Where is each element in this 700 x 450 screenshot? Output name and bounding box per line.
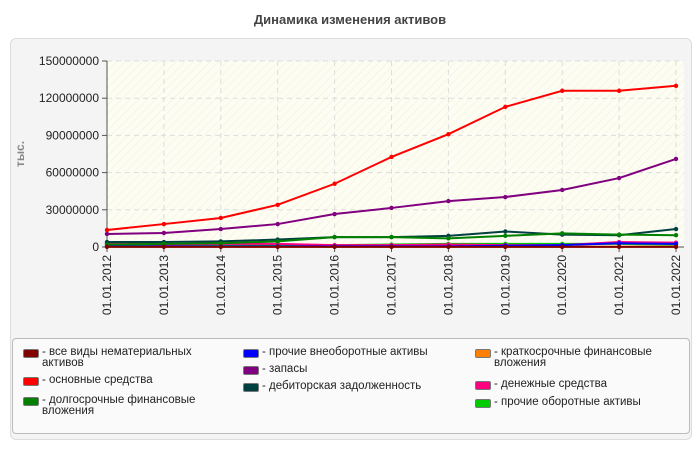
data-point bbox=[560, 88, 565, 93]
data-point bbox=[616, 232, 622, 237]
data-point bbox=[104, 244, 110, 250]
data-point bbox=[616, 241, 622, 246]
legend-swatch bbox=[23, 349, 39, 358]
legend-item[interactable]: - дебиторская задолженность bbox=[243, 380, 448, 392]
legend-item[interactable]: - прочие оборотные активы bbox=[475, 396, 680, 408]
legend-swatch bbox=[475, 381, 491, 390]
legend-label: - все виды нематериальных активов bbox=[42, 346, 192, 369]
data-point bbox=[503, 233, 508, 239]
data-point bbox=[332, 211, 337, 217]
y-tick-label: 0 bbox=[92, 240, 99, 254]
data-point bbox=[503, 104, 508, 110]
legend-label: - запасы bbox=[262, 363, 308, 375]
data-point bbox=[104, 231, 110, 237]
legend-swatch bbox=[243, 349, 259, 358]
legend-item[interactable]: - денежные средства bbox=[475, 378, 680, 390]
y-tick-label: 60000000 bbox=[46, 166, 100, 180]
legend-item[interactable]: - краткосрочные финансовые вложения bbox=[475, 346, 680, 369]
x-tick-label: 01.01.2020 bbox=[555, 255, 569, 315]
plot-area bbox=[107, 61, 684, 247]
data-point bbox=[104, 227, 110, 233]
data-point bbox=[446, 244, 451, 250]
data-point bbox=[446, 131, 451, 137]
data-point bbox=[218, 241, 223, 246]
y-tick-label: 150000000 bbox=[39, 54, 99, 68]
data-point bbox=[673, 244, 679, 250]
data-point bbox=[218, 244, 223, 250]
legend-label: - денежные средства bbox=[494, 378, 608, 390]
data-point bbox=[275, 239, 280, 244]
data-point bbox=[673, 83, 679, 89]
legend-swatch bbox=[243, 383, 259, 392]
x-tick-label: 01.01.2022 bbox=[669, 255, 683, 315]
data-point bbox=[275, 221, 280, 227]
data-point bbox=[616, 88, 622, 93]
y-axis-label: тыс. bbox=[13, 141, 27, 167]
data-point bbox=[673, 226, 679, 232]
legend-label: - дебиторская задолженность bbox=[262, 380, 422, 392]
legend-swatch bbox=[475, 349, 491, 358]
x-tick-label: 01.01.2015 bbox=[271, 255, 285, 315]
x-tick-label: 01.01.2013 bbox=[157, 255, 171, 315]
data-point bbox=[503, 244, 508, 250]
legend-label: - основные средства bbox=[42, 374, 153, 386]
data-point bbox=[560, 244, 565, 250]
x-tick-label: 01.01.2014 bbox=[214, 255, 228, 315]
data-point bbox=[161, 221, 167, 227]
data-point bbox=[332, 181, 337, 186]
y-tick-label: 90000000 bbox=[46, 128, 100, 142]
data-point bbox=[332, 244, 337, 250]
data-point bbox=[503, 229, 508, 234]
legend-swatch bbox=[475, 399, 491, 408]
legend-label: - краткосрочные финансовые вложения bbox=[494, 346, 652, 369]
x-tick-label: 01.01.2012 bbox=[100, 255, 114, 315]
data-point bbox=[389, 205, 394, 211]
legend-label: - прочие внеоборотные активы bbox=[262, 346, 428, 358]
data-point bbox=[389, 244, 394, 250]
legend-swatch bbox=[243, 366, 259, 375]
legend-item[interactable]: - запасы bbox=[243, 363, 448, 375]
legend-item[interactable]: - основные средства bbox=[23, 374, 228, 386]
y-tick-label: 30000000 bbox=[46, 203, 100, 217]
data-point bbox=[218, 226, 223, 232]
data-point bbox=[218, 215, 223, 221]
data-point bbox=[275, 202, 280, 208]
legend-item[interactable]: - долгосрочные финансовые вложения bbox=[23, 394, 228, 417]
x-tick-label: 01.01.2018 bbox=[441, 255, 455, 315]
data-point bbox=[389, 154, 394, 160]
legend-swatch bbox=[23, 397, 39, 406]
x-tick-label: 01.01.2021 bbox=[612, 255, 626, 315]
data-point bbox=[616, 175, 622, 181]
data-point bbox=[673, 156, 679, 162]
legend-label: - долгосрочные финансовые вложения bbox=[42, 394, 196, 417]
legend: - все виды нематериальных активов - основ… bbox=[12, 338, 690, 434]
chart-title: Динамика изменения активов bbox=[253, 12, 447, 27]
data-point bbox=[161, 230, 167, 236]
legend-item[interactable]: - прочие внеоборотные активы bbox=[243, 346, 448, 358]
x-tick-label: 01.01.2016 bbox=[328, 255, 342, 315]
data-point bbox=[161, 244, 167, 250]
data-point bbox=[560, 187, 565, 193]
data-point bbox=[332, 234, 337, 240]
x-tick-label: 01.01.2017 bbox=[385, 255, 399, 315]
y-tick-label: 120000000 bbox=[39, 91, 99, 105]
data-point bbox=[560, 231, 565, 236]
data-point bbox=[446, 198, 451, 204]
data-point bbox=[616, 244, 622, 250]
data-point bbox=[446, 236, 451, 241]
data-point bbox=[389, 234, 394, 240]
data-point bbox=[673, 233, 679, 238]
data-point bbox=[503, 194, 508, 200]
data-point bbox=[275, 244, 280, 250]
legend-item[interactable]: - все виды нематериальных активов bbox=[23, 346, 228, 369]
legend-swatch bbox=[23, 377, 39, 386]
legend-label: - прочие оборотные активы bbox=[494, 396, 641, 408]
x-tick-label: 01.01.2019 bbox=[498, 255, 512, 315]
